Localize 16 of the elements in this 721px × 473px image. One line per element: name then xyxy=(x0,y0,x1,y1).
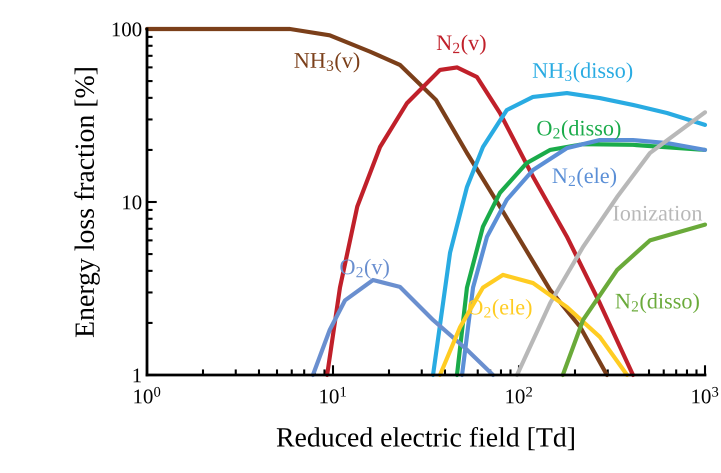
series-label: N$_{2}$(disso) xyxy=(616,292,699,314)
x-tick-label: 10$^{2}$ xyxy=(506,386,532,404)
y-tick-label: 100 xyxy=(112,22,142,36)
y-axis-title: Energy loss fraction [%] xyxy=(74,68,100,338)
series-label: NH$_{3}$(v) xyxy=(294,52,360,72)
y-tick-label: 10 xyxy=(123,195,142,210)
series-label: NH$_{3}$(disso) xyxy=(532,62,632,82)
x-tick-label: 10$^{0}$ xyxy=(134,386,160,404)
x-tick-label: 10$^{3}$ xyxy=(692,386,718,404)
y-tick-label: 1 xyxy=(134,368,141,382)
series-label: Ionization xyxy=(613,206,702,221)
series-label: O$_{2}$(disso) xyxy=(537,120,620,140)
x-axis-title: Reduced electric field [Td] xyxy=(276,426,574,450)
series-label: N$_{2}$(v) xyxy=(436,34,486,55)
series-label: N$_{2}$(ele) xyxy=(552,168,616,188)
x-tick-label: 10$^{1}$ xyxy=(320,386,346,404)
